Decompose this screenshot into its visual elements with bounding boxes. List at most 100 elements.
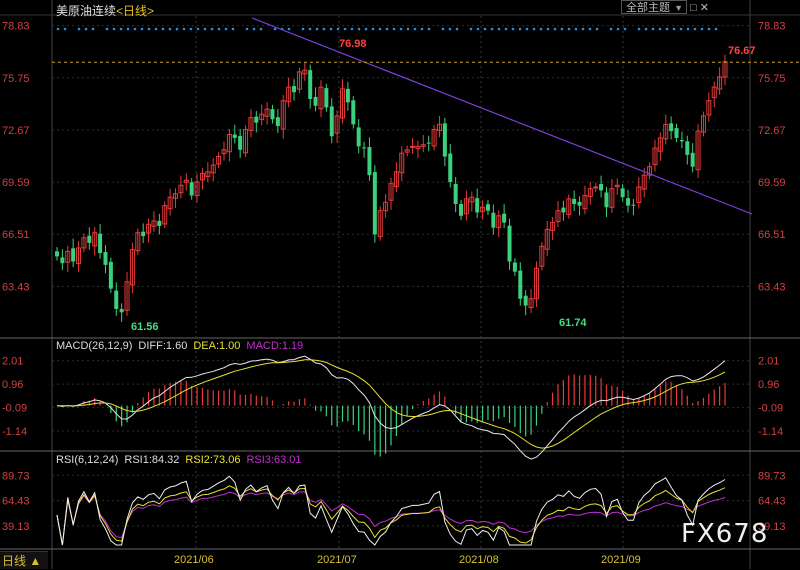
- event-marker-dot: [231, 27, 235, 31]
- candle-body-up: [226, 134, 232, 153]
- event-marker-dot: [693, 27, 697, 31]
- candle-body-up: [248, 117, 254, 131]
- theme-dropdown[interactable]: 全部主题 ▼: [621, 0, 687, 14]
- x-axis-label: 2021/08: [459, 554, 499, 566]
- candle-body-down: [270, 109, 275, 120]
- macd-right-tick: 2.01: [758, 356, 779, 368]
- event-marker-dot: [203, 27, 207, 31]
- event-marker-dot: [217, 27, 221, 31]
- event-marker-dot: [210, 27, 214, 31]
- candle-body-down: [512, 262, 517, 272]
- rsi-left-tick: 64.43: [2, 496, 30, 508]
- event-marker-dot: [56, 27, 60, 31]
- candle-body-up: [496, 215, 502, 229]
- candle-body-down: [238, 135, 243, 150]
- rsi1-line: [56, 475, 726, 546]
- event-marker-dot: [574, 27, 578, 31]
- event-marker-dot: [616, 27, 620, 31]
- candle-body-down: [292, 86, 297, 93]
- candle-body-down: [254, 116, 259, 123]
- candle-body-down: [475, 198, 480, 213]
- candle-body-down: [426, 142, 431, 144]
- candle-body-down: [60, 257, 65, 264]
- event-marker-dot: [392, 27, 396, 31]
- event-marker-dot: [686, 27, 690, 31]
- left-price-tick: 72.67: [2, 125, 30, 137]
- candle-body-up: [539, 245, 545, 267]
- event-marker-dot: [371, 27, 375, 31]
- candle-body-up: [124, 281, 130, 311]
- event-marker-dot: [133, 27, 137, 31]
- period-tab[interactable]: 日线 ▲: [0, 551, 48, 569]
- candle-body-up: [296, 71, 302, 90]
- candle-body-down: [119, 308, 124, 313]
- period-label[interactable]: <日线>: [116, 4, 155, 18]
- candle-body-up: [151, 220, 157, 227]
- candle-body-down: [523, 295, 528, 306]
- candle-body-up: [614, 184, 620, 188]
- candle-body-down: [442, 123, 447, 157]
- candle-body-down: [157, 220, 162, 226]
- candle-body-down: [459, 203, 464, 216]
- axis-labels-layer: 78.83 78.83 75.75 75.75 72.67 72.67 69.59 69.59…: [2, 21, 786, 566]
- window-controls[interactable]: □ ✕: [690, 2, 709, 14]
- candle-body-up: [404, 149, 410, 153]
- candle-body-down: [679, 139, 684, 142]
- macd-layer: [56, 355, 726, 460]
- candle-body-up: [410, 145, 416, 148]
- x-axis-label: 2021/06: [174, 554, 214, 566]
- candle-body-down: [114, 290, 119, 309]
- event-marker-dot: [469, 27, 473, 31]
- candle-body-down: [507, 225, 512, 262]
- rsi-right-tick: 39.13: [758, 521, 786, 533]
- event-marker-dot: [175, 27, 179, 31]
- candle-body-up: [135, 232, 141, 252]
- event-marker-dot: [350, 27, 354, 31]
- candle-body-down: [631, 204, 636, 206]
- candle-body-up: [210, 164, 216, 174]
- candle-body-up: [162, 205, 168, 225]
- event-marker-dot: [525, 27, 529, 31]
- candle-body-up: [695, 130, 701, 171]
- event-marker-dot: [224, 27, 228, 31]
- left-price-tick: 66.51: [2, 229, 30, 241]
- candle-body-down: [685, 141, 690, 155]
- candle-body-down: [485, 204, 490, 211]
- candle-body-up: [657, 137, 663, 152]
- candle-body-up: [641, 174, 647, 190]
- candle-body-up: [582, 194, 588, 210]
- event-marker-dot: [455, 27, 459, 31]
- candle-body-down: [599, 183, 604, 191]
- candle-body-down: [561, 207, 566, 213]
- event-marker-dot: [560, 27, 564, 31]
- candle-body-up: [318, 86, 324, 110]
- macd-right-tick: 0.96: [758, 379, 779, 391]
- candle-body-up: [146, 223, 152, 234]
- event-marker-dot: [385, 27, 389, 31]
- candle-body-down: [275, 117, 280, 127]
- event-marker-dot: [161, 27, 165, 31]
- x-axis-label: 2021/07: [317, 554, 357, 566]
- event-marker-dot: [700, 27, 704, 31]
- candles-layer: [55, 54, 728, 322]
- candle-body-down: [577, 201, 582, 206]
- event-marker-dot: [427, 27, 431, 31]
- event-marker-dot: [651, 27, 655, 31]
- candle-body-down: [324, 88, 329, 108]
- candle-body-down: [87, 235, 92, 243]
- x-axis-label: 2021/09: [601, 554, 641, 566]
- candle-body-up: [383, 201, 389, 212]
- candle-body-up: [550, 222, 556, 231]
- rsi3-value: RSI3:63.01: [246, 454, 302, 466]
- event-marker-dot: [168, 27, 172, 31]
- candle-body-up: [393, 171, 399, 188]
- event-marker-dot: [448, 27, 452, 31]
- event-marker-dot: [84, 27, 88, 31]
- macd-title: MACD(26,12,9): [56, 340, 133, 352]
- rsi-right-tick: 89.73: [758, 470, 786, 482]
- event-marker-dot: [476, 27, 480, 31]
- candle-body-down: [308, 70, 313, 99]
- candle-body-up: [566, 198, 572, 215]
- event-marker-dot: [546, 27, 550, 31]
- candle-body-up: [259, 113, 265, 121]
